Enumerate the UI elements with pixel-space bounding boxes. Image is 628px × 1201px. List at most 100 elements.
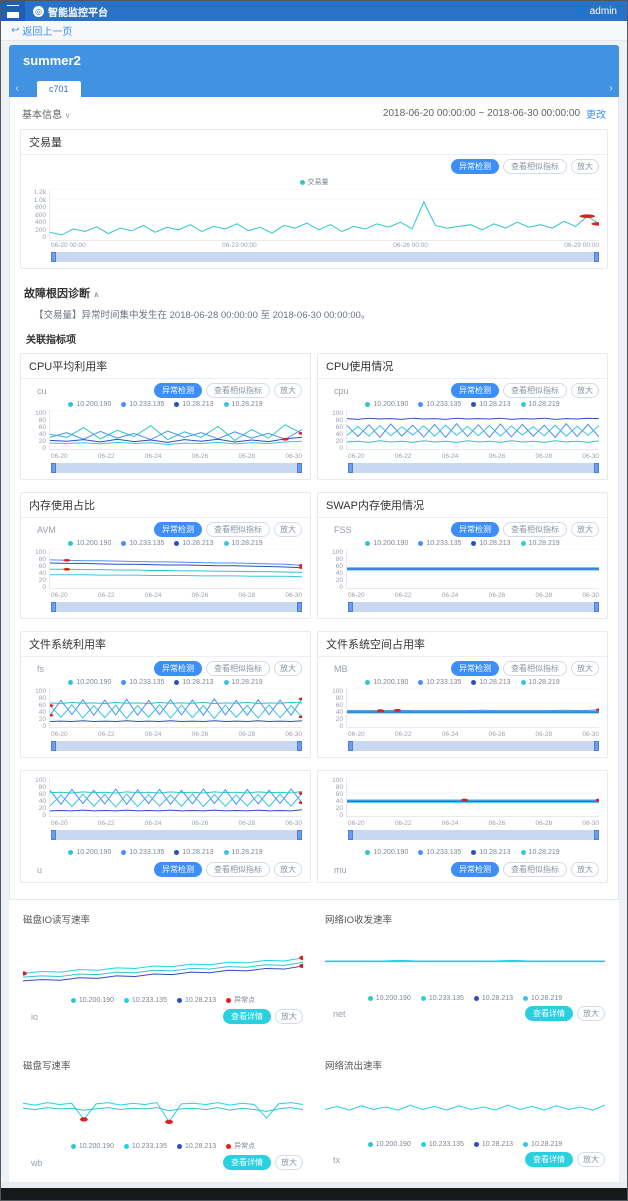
slider-handle-right[interactable] [297, 830, 302, 840]
slider-handle-right[interactable] [297, 602, 302, 612]
legend-item[interactable]: 异常点 [226, 1141, 255, 1151]
zoom-button[interactable]: 放大 [274, 383, 302, 398]
legend-item[interactable]: 10.28.213 [176, 995, 216, 1005]
similar-metric-button[interactable]: 查看相似指标 [206, 862, 270, 877]
metric-chart[interactable] [49, 688, 302, 728]
zoom-button[interactable]: 放大 [577, 1152, 605, 1167]
metric-chart[interactable] [49, 549, 302, 589]
slider-handle-right[interactable] [594, 830, 599, 840]
anomaly-detect-button[interactable]: 异常检测 [154, 661, 202, 676]
legend-item[interactable]: 10.28.219 [223, 679, 263, 686]
slider-handle-left[interactable] [348, 602, 353, 612]
legend-item[interactable]: 10.200.190 [367, 995, 411, 1002]
slider-handle-right[interactable] [594, 602, 599, 612]
network-out-chart[interactable] [325, 1076, 605, 1138]
detail-button[interactable]: 查看详情 [223, 1009, 271, 1024]
datazoom-slider[interactable] [51, 463, 302, 473]
user-menu[interactable]: 👤 admin [574, 6, 617, 17]
zoom-button[interactable]: 放大 [274, 522, 302, 537]
legend-item[interactable]: 10.233.135 [121, 401, 164, 408]
tab-next-icon[interactable]: › [609, 83, 613, 94]
slider-handle-right[interactable] [594, 252, 599, 262]
detail-button[interactable]: 查看详情 [525, 1006, 573, 1021]
slider-handle-left[interactable] [51, 602, 56, 612]
legend-item[interactable]: 10.28.213 [174, 540, 214, 547]
legend-item[interactable]: 10.233.135 [420, 995, 464, 1002]
anomaly-detect-button[interactable]: 异常检测 [154, 522, 202, 537]
metric-chart[interactable] [49, 410, 302, 450]
slider-handle-left[interactable] [51, 741, 56, 751]
metric-chart[interactable] [346, 549, 599, 589]
similar-metric-button[interactable]: 查看相似指标 [503, 862, 567, 877]
legend-item[interactable]: 10.28.219 [520, 679, 560, 686]
legend-item[interactable]: 10.28.219 [520, 849, 560, 856]
legend-item[interactable]: 10.28.213 [174, 679, 214, 686]
similar-metric-button[interactable]: 查看相似指标 [206, 661, 270, 676]
zoom-button[interactable]: 放大 [275, 1155, 303, 1170]
legend-item[interactable]: 10.28.213 [471, 849, 511, 856]
datazoom-slider[interactable] [51, 602, 302, 612]
legend-item[interactable]: 10.233.135 [418, 401, 461, 408]
slider-handle-left[interactable] [51, 463, 56, 473]
anomaly-detect-button[interactable]: 异常检测 [451, 661, 499, 676]
anomaly-detect-button[interactable]: 异常检测 [154, 862, 202, 877]
similar-metric-button[interactable]: 查看相似指标 [503, 159, 567, 174]
datazoom-slider[interactable] [348, 830, 599, 840]
slider-handle-right[interactable] [594, 741, 599, 751]
detail-button[interactable]: 查看详情 [223, 1155, 271, 1170]
legend-item[interactable]: 10.28.219 [523, 995, 562, 1002]
slider-handle-right[interactable] [297, 741, 302, 751]
legend-item[interactable]: 10.28.219 [223, 849, 263, 856]
basic-info-toggle[interactable]: 基本信息 ∨ [22, 110, 71, 121]
legend-item[interactable]: 10.200.190 [70, 995, 114, 1005]
diagnosis-section-toggle[interactable]: 故障根因诊断 ∧ [24, 288, 100, 300]
legend-item[interactable]: 10.200.190 [365, 679, 408, 686]
zoom-button[interactable]: 放大 [274, 862, 302, 877]
slider-handle-left[interactable] [348, 830, 353, 840]
similar-metric-button[interactable]: 查看相似指标 [503, 661, 567, 676]
similar-metric-button[interactable]: 查看相似指标 [503, 383, 567, 398]
anomaly-detect-button[interactable]: 异常检测 [451, 159, 499, 174]
legend-item[interactable]: 10.200.190 [367, 1141, 411, 1148]
tab-host[interactable]: c701 [37, 81, 81, 97]
similar-metric-button[interactable]: 查看相似指标 [206, 522, 270, 537]
zoom-button[interactable]: 放大 [274, 661, 302, 676]
anomaly-detect-button[interactable]: 异常检测 [451, 862, 499, 877]
legend-item[interactable]: 10.28.219 [523, 1141, 562, 1148]
anomaly-detect-button[interactable]: 异常检测 [154, 383, 202, 398]
legend-item[interactable]: 10.28.213 [174, 849, 214, 856]
detail-button[interactable]: 查看详情 [525, 1152, 573, 1167]
legend-item[interactable]: 10.28.213 [174, 401, 214, 408]
legend-item[interactable]: 10.28.213 [471, 679, 511, 686]
legend-item[interactable]: 异常点 [226, 995, 255, 1005]
zoom-button[interactable]: 放大 [571, 383, 599, 398]
metric-chart[interactable] [346, 688, 599, 728]
menu-icon[interactable] [1, 1, 25, 21]
legend-item[interactable]: 10.233.135 [420, 1141, 464, 1148]
legend-item[interactable]: 10.200.190 [365, 849, 408, 856]
legend-item[interactable]: 10.233.135 [123, 995, 167, 1005]
legend-item[interactable]: 10.200.190 [70, 1141, 114, 1151]
datazoom-slider[interactable] [51, 252, 599, 262]
legend-item[interactable]: 10.200.190 [68, 679, 111, 686]
zoom-button[interactable]: 放大 [571, 522, 599, 537]
slider-handle-left[interactable] [51, 830, 56, 840]
disk-io-chart[interactable] [23, 930, 303, 992]
legend-item[interactable]: 10.200.190 [365, 401, 408, 408]
legend-item[interactable]: 10.28.213 [176, 1141, 216, 1151]
metric-chart[interactable] [346, 777, 599, 817]
zoom-button[interactable]: 放大 [275, 1009, 303, 1024]
slider-handle-left[interactable] [348, 463, 353, 473]
legend-item[interactable]: 10.28.213 [471, 540, 511, 547]
slider-handle-right[interactable] [594, 463, 599, 473]
legend-item[interactable]: 10.233.135 [418, 679, 461, 686]
legend-item[interactable]: 10.200.190 [365, 540, 408, 547]
legend-item[interactable]: 10.28.213 [473, 995, 513, 1002]
zoom-button[interactable]: 放大 [571, 862, 599, 877]
kpi-chart[interactable] [49, 189, 599, 241]
anomaly-detect-button[interactable]: 异常检测 [451, 383, 499, 398]
legend-item[interactable]: 10.233.135 [121, 849, 164, 856]
datazoom-slider[interactable] [51, 741, 302, 751]
metric-chart[interactable] [49, 777, 302, 817]
metric-chart[interactable] [346, 410, 599, 450]
